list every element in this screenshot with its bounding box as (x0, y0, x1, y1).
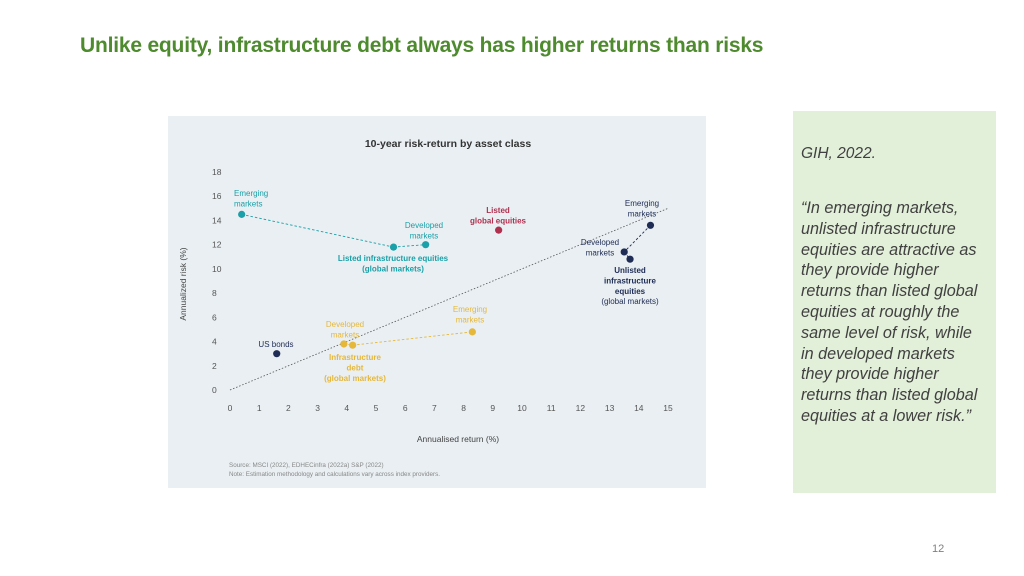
data-point (646, 221, 655, 229)
label-listed-group: Listed infrastructure equities (global ma… (338, 254, 449, 274)
chart-title: 10-year risk-return by asset class (365, 138, 532, 150)
y-tick-label: 14 (212, 215, 222, 225)
x-tick-label: 12 (576, 403, 586, 413)
x-tick-label: 7 (432, 403, 437, 413)
data-point (238, 210, 246, 218)
label-debt-group: Infrastructure debt (global markets) (324, 353, 386, 383)
label-debt-developed: Developed markets (326, 320, 364, 340)
data-point (349, 341, 357, 349)
x-tick-label: 0 (228, 403, 233, 413)
data-point (468, 328, 476, 336)
y-tick-label: 10 (212, 264, 222, 274)
data-point (495, 226, 503, 234)
x-tick-label: 1 (257, 403, 262, 413)
x-tick-label: 5 (374, 403, 379, 413)
y-tick-label: 2 (212, 361, 217, 371)
x-tick-label: 6 (403, 403, 408, 413)
y-tick-label: 4 (212, 337, 217, 347)
x-tick-label: 2 (286, 403, 291, 413)
data-point (340, 340, 348, 348)
y-tick-label: 6 (212, 312, 217, 322)
data-points (238, 210, 655, 358)
label-debt-emerging: Emerging markets (453, 305, 487, 325)
slide-title: Unlike equity, infrastructure debt alway… (80, 34, 764, 57)
y-tick-label: 12 (212, 240, 222, 250)
label-listed-global-equities: Listed global equities (470, 206, 527, 226)
point-labels: Emerging markets Developed markets Listed in… (234, 189, 659, 383)
group-connector (352, 331, 473, 346)
x-tick-label: 13 (605, 403, 615, 413)
label-unlisted-emerging: Emerging markets (625, 199, 659, 219)
label-listed-developed: Developed markets (405, 221, 443, 241)
y-tick-label: 8 (212, 288, 217, 298)
label-unlisted-group-sub: (global markets) (601, 297, 659, 306)
group-connector (623, 224, 651, 253)
label-us-bonds: US bonds (258, 340, 293, 349)
quote-box: GIH, 2022. “In emerging markets, unliste… (793, 111, 996, 493)
label-listed-emerging: Emerging markets (234, 189, 268, 209)
y-tick-label: 18 (212, 167, 222, 177)
data-point (389, 243, 398, 251)
x-tick-label: 14 (634, 403, 644, 413)
x-axis-title: Annualised return (%) (417, 434, 499, 444)
y-tick-label: 0 (212, 385, 217, 395)
data-point (626, 255, 634, 263)
x-tick-label: 11 (547, 403, 556, 413)
x-tick-label: 10 (517, 403, 527, 413)
source-note: Source: MSCI (2022), EDHECinfra (2022a) … (229, 462, 384, 469)
group-connector (393, 244, 426, 248)
x-tick-label: 4 (344, 403, 349, 413)
x-tick-label: 3 (315, 403, 320, 413)
data-point (273, 350, 281, 358)
x-tick-label: 9 (490, 403, 495, 413)
data-point (422, 241, 430, 249)
quote-text: “In emerging markets, unlisted infrastru… (801, 199, 978, 425)
group-connector (241, 213, 394, 248)
x-tick-label: 15 (663, 403, 673, 413)
label-unlisted-group: Unlisted infrastructure equities (604, 266, 657, 296)
label-unlisted-developed: Developed markets (581, 238, 619, 258)
data-point (620, 248, 628, 256)
y-axis-title: Annualized risk (%) (178, 247, 188, 320)
x-tick-label: 8 (461, 403, 466, 413)
quote-source: GIH, 2022. (801, 145, 876, 162)
page-number: 12 (932, 543, 945, 555)
method-note: Note: Estimation methodology and calcula… (229, 471, 440, 478)
y-tick-label: 16 (212, 191, 222, 201)
